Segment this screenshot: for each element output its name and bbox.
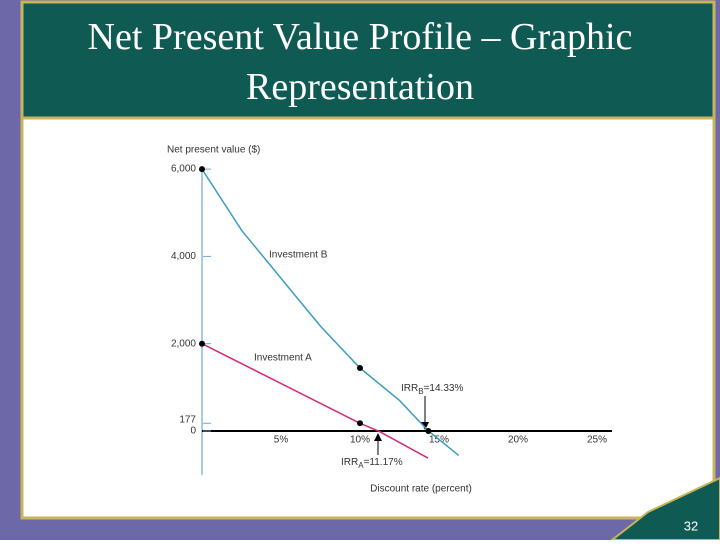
annotation-text: IRR	[401, 383, 418, 394]
y-tick-label: 2,000	[171, 338, 196, 349]
annotation: IRRB=14.33%	[401, 383, 463, 396]
y-tick-label: 6,000	[171, 164, 196, 175]
arrow-head	[374, 433, 382, 441]
y-axis-title: Net present value ($)	[167, 145, 260, 156]
title: Net Present Value Profile – Graphic Repre…	[88, 16, 633, 108]
x-tick-label: 20%	[508, 435, 528, 446]
point	[357, 365, 363, 372]
series-label: Investment B	[269, 250, 328, 261]
annotation-sub: B	[418, 387, 423, 396]
point	[199, 166, 205, 173]
series-line	[201, 168, 460, 457]
slide-number: 32	[684, 518, 698, 533]
point	[425, 428, 432, 434]
series-line	[201, 343, 429, 459]
arrow-head	[421, 422, 429, 430]
annotation: IRRA=11.17%	[341, 457, 403, 470]
annotation-sub: A	[358, 461, 364, 470]
annotation-text: IRR	[341, 457, 358, 468]
x-axis-title: Discount rate (percent)	[370, 484, 472, 495]
content-panel	[20, 116, 716, 520]
x-tick-label: 5%	[274, 435, 289, 446]
y-tick-label: 0	[190, 426, 196, 437]
y-tick-label: 177	[179, 415, 196, 426]
x-tick-label: 25%	[587, 435, 607, 446]
y-tick-label: 4,000	[171, 251, 196, 262]
point	[357, 420, 363, 427]
annotation-rest: =14.33%	[424, 383, 464, 394]
series-label: Investment A	[254, 353, 312, 364]
annotation-rest: =11.17%	[364, 457, 403, 468]
x-tick-label: 10%	[350, 435, 370, 446]
title-panel	[20, 0, 716, 120]
point	[199, 340, 205, 347]
